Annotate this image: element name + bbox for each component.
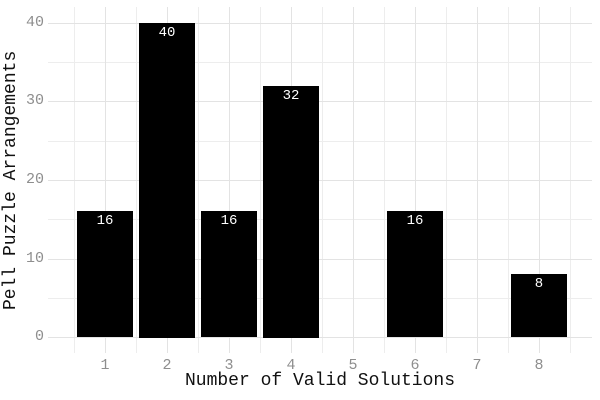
- x-major-gridline: [539, 7, 540, 353]
- x-tick-label: 1: [100, 357, 110, 374]
- x-tick-label: 5: [348, 357, 358, 374]
- bar-value-label: 32: [282, 88, 300, 104]
- x-tick-label: 2: [162, 357, 172, 374]
- y-minor-gridline: [48, 219, 592, 220]
- y-tick-label: 30: [25, 92, 44, 109]
- y-major-gridline: [48, 337, 592, 338]
- y-tick-label: 0: [34, 328, 44, 345]
- x-major-gridline: [353, 7, 354, 353]
- bar: [263, 86, 319, 338]
- y-major-gridline: [48, 259, 592, 260]
- bar: [387, 211, 443, 337]
- x-major-gridline: [105, 7, 106, 353]
- bar-value-label: 40: [158, 25, 176, 41]
- y-tick-label: 40: [25, 14, 44, 31]
- x-tick-label: 8: [534, 357, 544, 374]
- plot-panel: 16 40 16 32 16 8: [48, 7, 592, 353]
- x-tick-label: 7: [472, 357, 482, 374]
- bar-value-label: 8: [534, 276, 544, 292]
- y-minor-gridline: [48, 141, 592, 142]
- x-major-gridline: [477, 7, 478, 353]
- y-minor-gridline: [48, 298, 592, 299]
- bar: [77, 211, 133, 337]
- y-major-gridline: [48, 23, 592, 24]
- bar: [139, 23, 195, 338]
- y-minor-gridline: [48, 62, 592, 63]
- bar: [201, 211, 257, 337]
- x-axis-title: Number of Valid Solutions: [184, 371, 456, 391]
- x-tick-label: 3: [224, 357, 234, 374]
- x-tick-label: 6: [410, 357, 420, 374]
- bar-value-label: 16: [96, 213, 114, 229]
- bar: [511, 274, 567, 337]
- x-major-gridline: [415, 7, 416, 353]
- y-major-gridline: [48, 101, 592, 102]
- x-major-gridline: [229, 7, 230, 353]
- y-tick-label: 10: [25, 250, 44, 267]
- bar-value-label: 16: [220, 213, 238, 229]
- y-major-gridline: [48, 180, 592, 181]
- x-tick-label: 4: [286, 357, 296, 374]
- y-tick-label: 20: [25, 171, 44, 188]
- bar-value-label: 16: [406, 213, 424, 229]
